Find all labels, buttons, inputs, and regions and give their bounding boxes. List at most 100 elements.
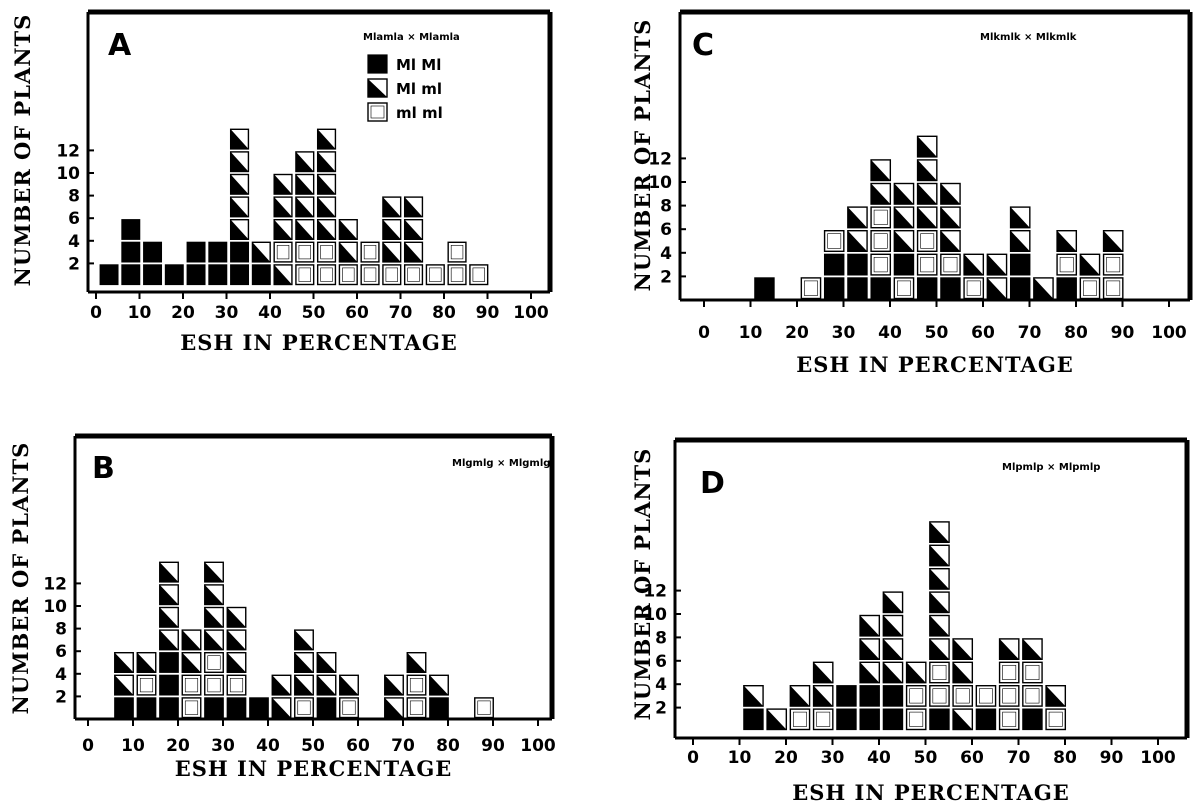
cell-half-triangle — [404, 197, 423, 217]
data-square — [929, 708, 950, 731]
cell-outline — [952, 685, 974, 707]
cell-half-triangle — [252, 242, 271, 262]
chart-panel-d: 2 4 6 8 10 12 0 10 20 30 40 50 60 70 80 90 100 ESH IN PER… — [630, 437, 1190, 805]
data-square — [1102, 253, 1124, 276]
data-square — [181, 697, 202, 719]
data-square — [159, 629, 179, 651]
y-tick-label: 12 — [643, 582, 667, 602]
data-square — [870, 159, 892, 182]
x-tick-label: 100 — [1140, 748, 1176, 768]
x-tick-label: 90 — [1100, 748, 1124, 768]
cell-outline — [905, 708, 927, 731]
cell-half-triangle — [917, 183, 937, 205]
cell-inner — [1025, 664, 1040, 680]
data-square — [789, 708, 811, 731]
y-tick-label: 2 — [68, 254, 80, 274]
data-square — [316, 241, 337, 263]
cell-inner — [409, 677, 424, 693]
cell-inner — [342, 267, 355, 282]
data-square — [893, 253, 915, 276]
data-square — [1056, 229, 1078, 252]
cell-half-triangle — [1046, 685, 1066, 707]
cell-inner — [1002, 711, 1017, 727]
data-square — [870, 277, 891, 300]
y-axis-label: NUMBER OF PLANTS — [630, 19, 655, 292]
cell-inner — [816, 711, 831, 727]
data-square — [836, 685, 857, 707]
data-square — [812, 708, 834, 731]
legend: Ml Ml Ml ml ml ml — [367, 54, 443, 122]
y-tick-label: 2 — [660, 267, 672, 287]
cell-outline — [360, 264, 380, 286]
cell-half-triangle — [230, 219, 249, 240]
data-square — [226, 606, 247, 628]
cell-half-triangle — [790, 685, 810, 707]
cell-inner — [407, 267, 420, 282]
data-square — [229, 196, 250, 218]
data-square — [384, 697, 404, 719]
cell-filled — [823, 253, 845, 276]
x-tick-label: 30 — [215, 303, 239, 323]
cell-filled — [836, 708, 857, 731]
cell-half-triangle — [204, 562, 224, 582]
y-tick-label: 4 — [55, 665, 67, 685]
cell-filled — [754, 277, 775, 300]
data-square — [940, 277, 961, 300]
cross-label: Mlgmlg × Mlgmlg — [452, 458, 550, 469]
data-square — [181, 674, 202, 696]
data-square — [882, 638, 904, 661]
cell-half-triangle — [987, 254, 1007, 275]
x-tick-label: 40 — [867, 748, 891, 768]
cell-half-triangle — [883, 615, 903, 636]
data-square — [1009, 229, 1031, 252]
data-square — [136, 652, 157, 674]
cell-filled — [159, 697, 179, 719]
cell-filled — [121, 219, 141, 240]
data-square — [800, 277, 822, 300]
data-square — [204, 697, 224, 719]
cell-filled — [859, 708, 880, 731]
y-tick-label: 4 — [68, 232, 80, 252]
cell-half-triangle — [1103, 230, 1123, 252]
data-square — [929, 638, 950, 661]
cell-inner — [297, 700, 311, 715]
cell-half-triangle — [953, 662, 973, 683]
cell-half-triangle — [404, 242, 423, 262]
cell-outline — [1102, 277, 1124, 300]
cell-inner — [873, 233, 888, 249]
data-square — [916, 277, 938, 300]
x-tick-label: 80 — [1064, 323, 1088, 343]
cell-outline — [998, 685, 1020, 707]
data-square — [882, 708, 904, 731]
cell-inner — [429, 267, 442, 282]
x-tick-label: 60 — [960, 748, 984, 768]
cell-outline — [870, 229, 892, 252]
data-square — [929, 685, 950, 707]
data-square — [1009, 253, 1031, 276]
cross-label: Mlamla × Mlamla — [363, 32, 460, 43]
cell-half-triangle — [1080, 254, 1100, 275]
y-tick-label: 2 — [655, 699, 667, 719]
cell-outline — [1045, 708, 1067, 731]
data-square — [384, 674, 404, 696]
cell-inner — [1083, 280, 1097, 296]
cell-half-triangle — [182, 630, 201, 650]
data-square — [1079, 253, 1101, 276]
data-square — [143, 264, 163, 286]
cell-filled — [823, 277, 845, 300]
cell-inner — [363, 245, 377, 260]
cell-outline — [447, 264, 467, 286]
x-tick-label: 10 — [739, 323, 763, 343]
cell-half-triangle — [230, 129, 249, 149]
data-square — [121, 241, 141, 263]
data-square — [789, 685, 811, 707]
y-tick-label: 4 — [660, 244, 672, 264]
data-square — [447, 264, 467, 286]
x-tick-label: 80 — [432, 303, 456, 323]
x-tick-label: 80 — [436, 736, 460, 756]
data-square — [208, 264, 228, 286]
cell-filled — [143, 264, 163, 286]
cell-inner — [909, 711, 924, 727]
data-square — [1056, 253, 1078, 276]
x-axis-label: ESH IN PERCENTAGE — [175, 756, 453, 781]
